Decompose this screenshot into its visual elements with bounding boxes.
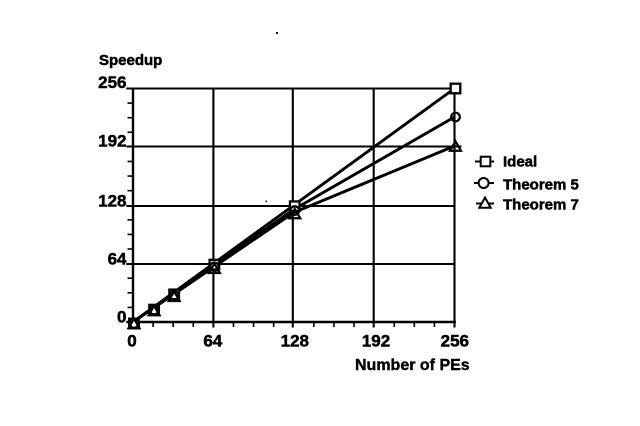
svg-text:128: 128 [281, 331, 309, 350]
svg-text:Ideal: Ideal [503, 154, 537, 171]
svg-text:64: 64 [203, 331, 222, 350]
svg-text:128: 128 [98, 192, 126, 211]
svg-text:Number of PEs: Number of PEs [355, 357, 470, 374]
svg-text:192: 192 [98, 132, 126, 151]
svg-text:64: 64 [108, 249, 127, 268]
svg-text:Theorem 5: Theorem 5 [503, 177, 579, 194]
svg-text:256: 256 [441, 331, 469, 350]
svg-text:192: 192 [362, 331, 390, 350]
svg-text:0: 0 [117, 308, 126, 327]
svg-text:256: 256 [98, 73, 126, 92]
svg-text:Theorem 7: Theorem 7 [503, 197, 579, 214]
svg-text:0: 0 [127, 331, 136, 350]
svg-text:Speedup: Speedup [99, 52, 162, 69]
